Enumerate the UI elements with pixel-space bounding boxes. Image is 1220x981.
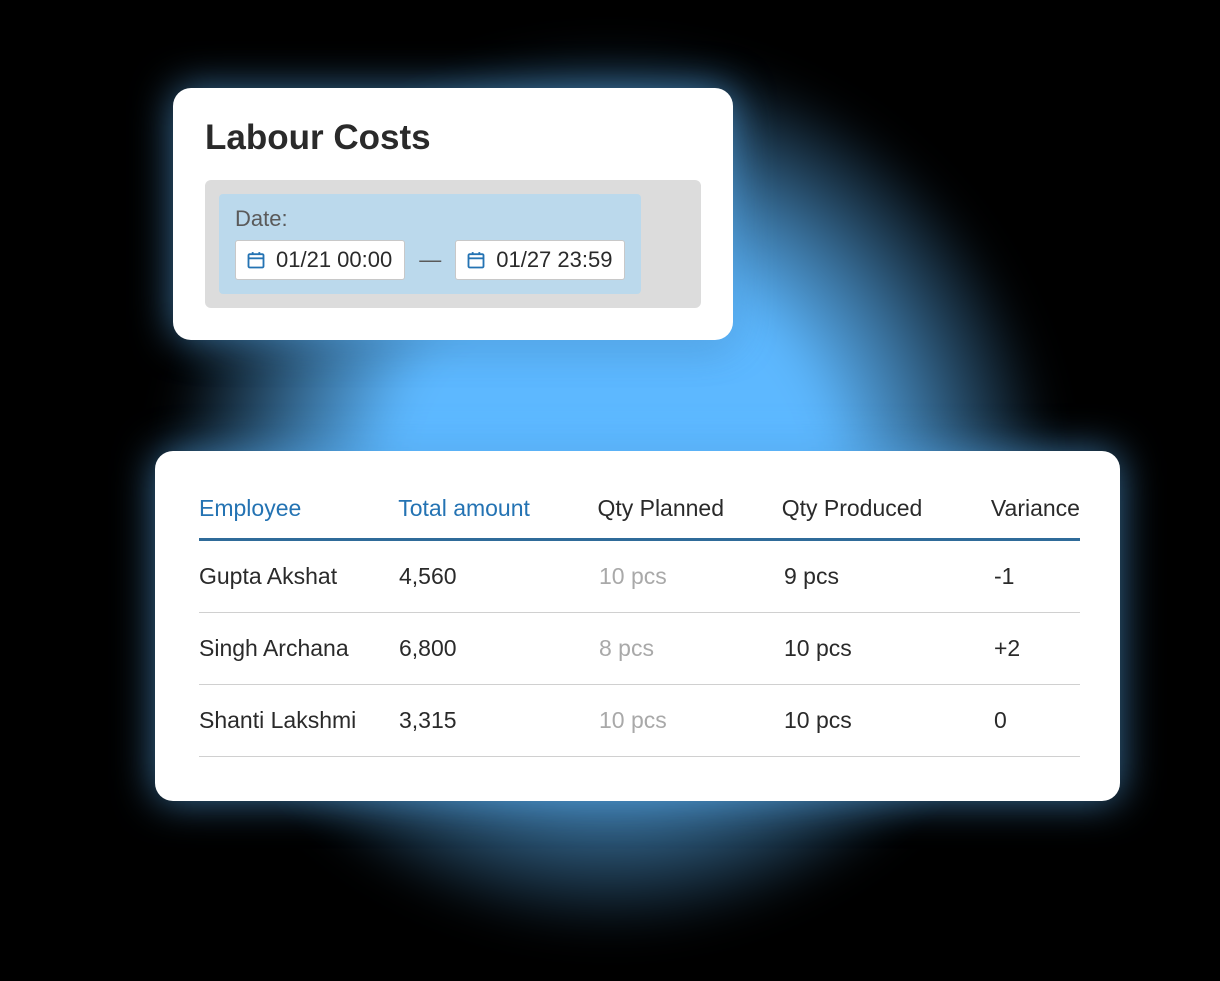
employee-table: Employee Total amount Qty Planned Qty Pr…: [199, 495, 1080, 757]
cell-variance: +2: [994, 635, 1080, 662]
cell-qty-produced: 10 pcs: [784, 635, 994, 662]
date-end-input[interactable]: 01/27 23:59: [455, 240, 625, 280]
labour-costs-card: Labour Costs Date: 01/21 00:00 —: [173, 88, 733, 340]
date-start-input[interactable]: 01/21 00:00: [235, 240, 405, 280]
table-row: Gupta Akshat 4,560 10 pcs 9 pcs -1: [199, 541, 1080, 613]
col-header-qty-produced: Qty Produced: [782, 495, 991, 522]
cell-variance: -1: [994, 563, 1080, 590]
cell-qty-produced: 10 pcs: [784, 707, 994, 734]
date-filter-label: Date:: [235, 206, 625, 232]
table-row: Singh Archana 6,800 8 pcs 10 pcs +2: [199, 613, 1080, 685]
table-header-row: Employee Total amount Qty Planned Qty Pr…: [199, 495, 1080, 541]
col-header-variance: Variance: [991, 495, 1080, 522]
employee-table-card: Employee Total amount Qty Planned Qty Pr…: [155, 451, 1120, 801]
cell-employee: Gupta Akshat: [199, 563, 399, 590]
cell-variance: 0: [994, 707, 1080, 734]
cell-total-amount: 4,560: [399, 563, 599, 590]
calendar-icon: [466, 250, 486, 270]
col-header-total-amount[interactable]: Total amount: [398, 495, 597, 522]
col-header-qty-planned: Qty Planned: [597, 495, 781, 522]
cell-qty-produced: 9 pcs: [784, 563, 994, 590]
card-title: Labour Costs: [205, 118, 701, 158]
table-row: Shanti Lakshmi 3,315 10 pcs 10 pcs 0: [199, 685, 1080, 757]
filter-bar: Date: 01/21 00:00 —: [205, 180, 701, 308]
cell-qty-planned: 10 pcs: [599, 563, 784, 590]
date-start-value: 01/21 00:00: [276, 247, 392, 273]
date-range-separator: —: [415, 247, 445, 273]
cell-total-amount: 3,315: [399, 707, 599, 734]
calendar-icon: [246, 250, 266, 270]
date-range-row: 01/21 00:00 — 01/27 23:59: [235, 240, 625, 280]
col-header-employee[interactable]: Employee: [199, 495, 398, 522]
cell-employee: Shanti Lakshmi: [199, 707, 399, 734]
cell-qty-planned: 10 pcs: [599, 707, 784, 734]
cell-total-amount: 6,800: [399, 635, 599, 662]
date-filter: Date: 01/21 00:00 —: [219, 194, 641, 294]
cell-qty-planned: 8 pcs: [599, 635, 784, 662]
cell-employee: Singh Archana: [199, 635, 399, 662]
date-end-value: 01/27 23:59: [496, 247, 612, 273]
